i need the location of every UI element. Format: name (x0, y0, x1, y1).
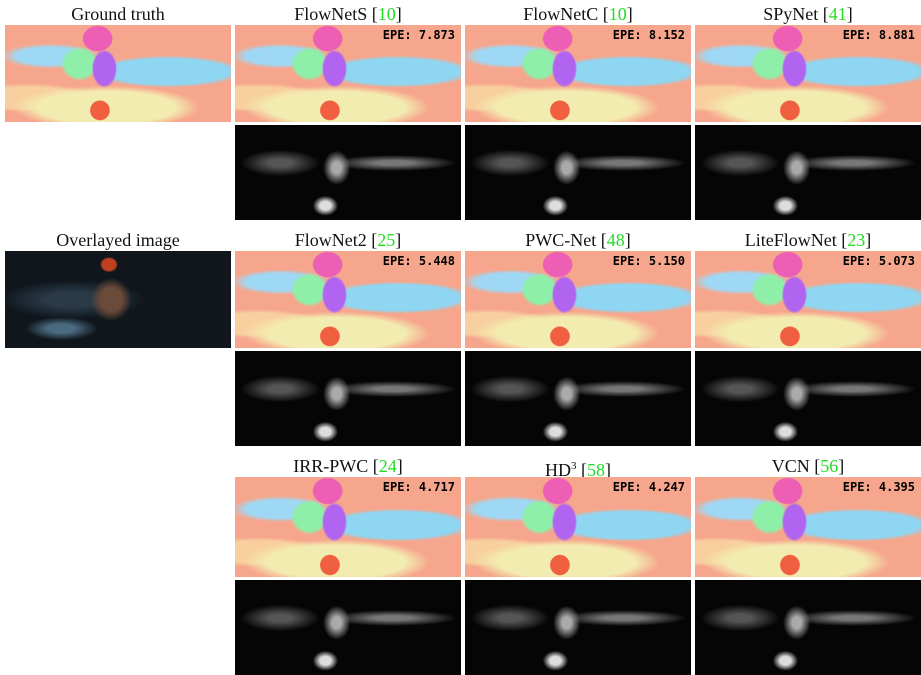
left-title: Ground truth (5, 3, 231, 25)
epe-label: EPE: 4.717 (383, 480, 455, 494)
error-image (695, 351, 921, 446)
flow-image: EPE: 7.873 (235, 25, 461, 122)
method-name: FlowNetC (523, 4, 598, 24)
figure: Ground truth Overlayed image FlowNetS [10]… (0, 0, 921, 675)
method-name: SPyNet (763, 4, 818, 24)
citation: [10] (603, 4, 633, 24)
flow-image: EPE: 8.881 (695, 25, 921, 122)
method-title: FlowNet2 [25] (235, 229, 461, 251)
overlay-image (5, 251, 231, 348)
method-name: LiteFlowNet (745, 230, 837, 250)
epe-label: EPE: 8.152 (613, 28, 685, 42)
flow-image: EPE: 5.448 (235, 251, 461, 348)
citation: [23] (841, 230, 871, 250)
citation: [48] (601, 230, 631, 250)
method-name: IRR-PWC (293, 456, 368, 476)
flow-image: EPE: 5.150 (465, 251, 691, 348)
error-image (465, 351, 691, 446)
left-title: Overlayed image (5, 229, 231, 251)
epe-label: EPE: 5.073 (843, 254, 915, 268)
method-title: SPyNet [41] (695, 3, 921, 25)
epe-label: EPE: 7.873 (383, 28, 455, 42)
method-title: VCN [56] (695, 455, 921, 477)
flow-image: EPE: 8.152 (465, 25, 691, 122)
method-name: PWC-Net (525, 230, 596, 250)
flow-image: EPE: 4.717 (235, 477, 461, 577)
error-image (235, 580, 461, 675)
epe-label: EPE: 4.395 (843, 480, 915, 494)
method-name: VCN (772, 456, 810, 476)
method-name: FlowNet2 (295, 230, 367, 250)
epe-label: EPE: 4.247 (613, 480, 685, 494)
method-name: FlowNetS (294, 4, 367, 24)
method-superscript: 3 (571, 460, 577, 472)
method-title: IRR-PWC [24] (235, 455, 461, 477)
error-image (235, 125, 461, 220)
epe-label: EPE: 8.881 (843, 28, 915, 42)
ground-truth-image (5, 25, 231, 122)
method-title: FlowNetC [10] (465, 3, 691, 25)
citation: [24] (373, 456, 403, 476)
epe-label: EPE: 5.448 (383, 254, 455, 268)
flow-image: EPE: 4.395 (695, 477, 921, 577)
error-image (465, 125, 691, 220)
method-title: LiteFlowNet [23] (695, 229, 921, 251)
error-image (695, 125, 921, 220)
citation: [10] (372, 4, 402, 24)
citation: [25] (371, 230, 401, 250)
error-image (235, 351, 461, 446)
method-title: FlowNetS [10] (235, 3, 461, 25)
citation: [41] (823, 4, 853, 24)
flow-image: EPE: 5.073 (695, 251, 921, 348)
error-image (465, 580, 691, 675)
citation: [56] (814, 456, 844, 476)
method-title: PWC-Net [48] (465, 229, 691, 251)
error-image (695, 580, 921, 675)
flow-image: EPE: 4.247 (465, 477, 691, 577)
epe-label: EPE: 5.150 (613, 254, 685, 268)
